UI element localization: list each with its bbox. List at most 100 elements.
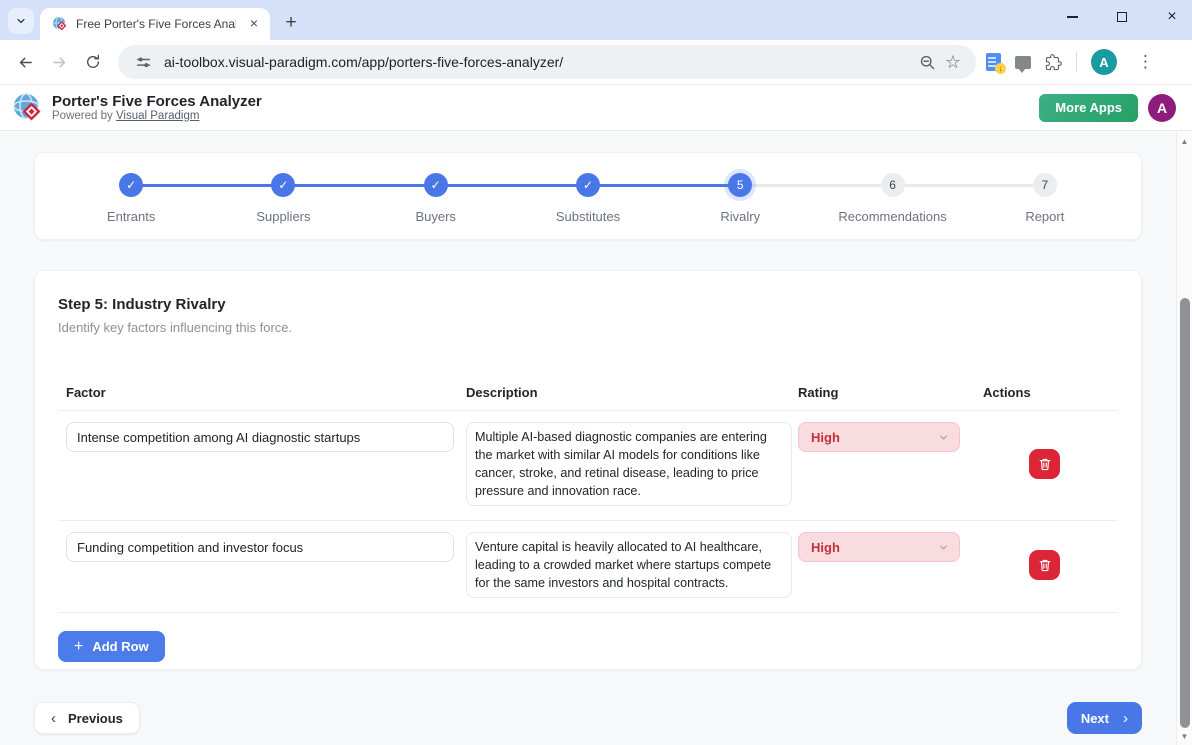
stepper-step[interactable]: ✓ 7 Report [892, 173, 1121, 239]
step-circle: ✓ 3 [423, 173, 448, 197]
window-close-button[interactable]: × [1167, 8, 1177, 25]
tab-title: Free Porter's Five Forces Analyzer [76, 17, 236, 31]
more-apps-button[interactable]: More Apps [1039, 93, 1138, 122]
factor-input[interactable] [66, 532, 454, 562]
column-header-factor: Factor [66, 385, 106, 400]
add-row-button[interactable]: + Add Row [58, 631, 165, 662]
rating-select[interactable]: High [798, 532, 960, 562]
window-maximize-button[interactable] [1112, 7, 1132, 27]
chevron-down-icon [938, 432, 949, 443]
back-icon[interactable] [10, 47, 40, 77]
visual-paradigm-link[interactable]: Visual Paradigm [115, 110, 200, 122]
wizard-footer-nav: ‹ Previous Next › [34, 702, 1142, 734]
step-circle: ✓ 2 [271, 173, 296, 197]
browser-profile-avatar[interactable]: A [1091, 49, 1117, 75]
check-icon: ✓ [582, 178, 594, 192]
page-body: ✓ 1 Entrants ✓ 2 Suppliers ✓ 3 Buyers [0, 131, 1176, 745]
trash-icon [1038, 558, 1052, 572]
stepper-step[interactable]: ✓ 2 Suppliers [130, 173, 359, 239]
table-row: Multiple AI-based diagnostic companies a… [58, 411, 1118, 521]
step-circle: ✓ 7 [1032, 173, 1057, 197]
toolbar-extensions: ↓ A ⋮ [986, 49, 1160, 75]
browser-tab-strip: Free Porter's Five Forces Analyzer × + × [0, 0, 1192, 40]
app-header: Porter's Five Forces Analyzer Powered by… [0, 85, 1192, 131]
add-row-label: Add Row [92, 639, 149, 654]
page-scrollbar[interactable]: ▲ ▼ [1176, 131, 1192, 745]
step-circle: ✓ 4 [575, 173, 600, 197]
app-user-avatar[interactable]: A [1148, 93, 1176, 122]
powered-by: Powered by Visual Paradigm [52, 110, 200, 122]
step-heading: Step 5: Industry Rivalry [58, 296, 226, 313]
step-label: Report [1025, 209, 1065, 224]
scrollbar-thumb[interactable] [1180, 298, 1190, 728]
comment-extension-icon[interactable] [1015, 55, 1031, 73]
stepper-step[interactable]: ✓ 3 Buyers [283, 173, 512, 239]
rating-value: High [811, 539, 840, 555]
stepper-step[interactable]: ✓ 4 Substitutes [435, 173, 664, 239]
scroll-down-icon[interactable]: ▼ [1180, 732, 1189, 741]
stepper: ✓ 1 Entrants ✓ 2 Suppliers ✓ 3 Buyers [34, 152, 1142, 240]
check-icon: ✓ [278, 178, 289, 192]
step-subheading: Identify key factors influencing this fo… [58, 320, 293, 335]
app-title: Porter's Five Forces Analyzer [52, 93, 262, 110]
description-input[interactable]: Venture capital is heavily allocated to … [466, 532, 792, 598]
column-header-rating: Rating [798, 385, 839, 400]
new-tab-button[interactable]: + [285, 12, 297, 33]
step-number: 6 [889, 178, 896, 192]
rating-value: High [811, 429, 840, 445]
forward-icon[interactable] [44, 47, 74, 77]
toolbar-separator [1076, 52, 1077, 72]
reload-icon[interactable] [78, 47, 108, 77]
step-label: Recommendations [838, 209, 947, 224]
step-circle: ✓ 5 [728, 173, 753, 197]
stepper-step[interactable]: ✓ 6 Recommendations [740, 173, 968, 239]
tab-search-button[interactable] [8, 8, 34, 34]
step-label: Rivalry [720, 209, 761, 224]
chevron-down-icon [938, 542, 949, 553]
chevron-right-icon: › [1123, 709, 1128, 727]
scroll-up-icon[interactable]: ▲ [1180, 137, 1189, 146]
step-content-card: Step 5: Industry Rivalry Identify key fa… [34, 270, 1142, 670]
delete-row-button[interactable] [1029, 449, 1060, 479]
tab-close-icon[interactable]: × [249, 15, 259, 31]
window-controls: × [1062, 0, 1182, 34]
reading-list-extension-icon[interactable]: ↓ [986, 53, 1006, 74]
previous-label: Previous [68, 710, 123, 726]
bookmark-star-icon[interactable]: ☆ [944, 51, 962, 72]
stepper-step[interactable]: ✓ 1 Entrants [55, 173, 207, 239]
factor-table: Factor Description Rating Actions Multip… [58, 385, 1118, 613]
browser-menu-icon[interactable]: ⋮ [1137, 52, 1154, 71]
description-input[interactable]: Multiple AI-based diagnostic companies a… [466, 422, 792, 506]
plus-icon: + [74, 637, 84, 655]
table-header-row: Factor Description Rating Actions [58, 385, 1118, 411]
site-info-icon[interactable] [130, 49, 156, 75]
step-label: Entrants [106, 209, 156, 224]
step-circle: ✓ 6 [880, 173, 905, 197]
delete-row-button[interactable] [1029, 550, 1060, 580]
factor-input[interactable] [66, 422, 454, 452]
chevron-left-icon: ‹ [51, 709, 56, 727]
browser-toolbar: ai-toolbox.visual-paradigm.com/app/porte… [0, 40, 1192, 85]
step-label: Buyers [415, 209, 456, 224]
next-button[interactable]: Next › [1066, 702, 1142, 734]
previous-button[interactable]: ‹ Previous [34, 702, 140, 734]
browser-tab[interactable]: Free Porter's Five Forces Analyzer × [40, 8, 270, 40]
column-header-actions: Actions [983, 385, 1031, 400]
column-header-description: Description [466, 385, 538, 400]
step-number: 7 [1041, 178, 1049, 192]
chevron-down-icon [15, 15, 27, 27]
step-number: 5 [736, 178, 744, 192]
app-title-block: Porter's Five Forces Analyzer Powered by… [52, 93, 262, 122]
zoom-out-icon[interactable] [914, 49, 940, 75]
stepper-step[interactable]: ✓ 5 Rivalry [587, 173, 816, 239]
url-text: ai-toolbox.visual-paradigm.com/app/porte… [164, 54, 564, 70]
next-label: Next [1080, 710, 1109, 726]
check-icon: ✓ [430, 178, 441, 192]
window-minimize-button[interactable] [1062, 7, 1082, 27]
step-label: Suppliers [256, 209, 311, 224]
url-bar[interactable]: ai-toolbox.visual-paradigm.com/app/porte… [118, 45, 976, 79]
rating-select[interactable]: High [798, 422, 960, 452]
check-icon: ✓ [126, 178, 137, 192]
step-circle: ✓ 1 [119, 173, 144, 197]
extensions-puzzle-icon[interactable] [1045, 53, 1062, 71]
